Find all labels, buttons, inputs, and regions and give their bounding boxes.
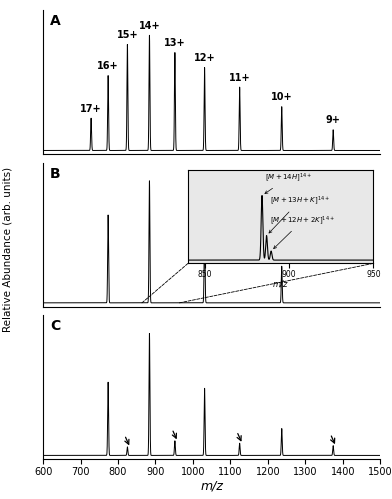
Text: C: C	[50, 319, 60, 333]
Text: 12+: 12+	[194, 53, 215, 63]
Text: 16+: 16+	[97, 61, 119, 71]
Text: Relative Abundance (arb. units): Relative Abundance (arb. units)	[3, 167, 13, 332]
Text: 10+: 10+	[271, 92, 292, 102]
Text: 15+: 15+	[116, 30, 138, 40]
Text: 9+: 9+	[326, 115, 341, 125]
Text: 14+: 14+	[139, 20, 160, 31]
X-axis label: m/z: m/z	[200, 480, 223, 493]
Text: A: A	[50, 14, 61, 28]
Text: 13+: 13+	[164, 38, 186, 48]
Text: B: B	[50, 167, 60, 181]
Text: 17+: 17+	[80, 104, 102, 114]
Text: 11+: 11+	[229, 72, 250, 82]
